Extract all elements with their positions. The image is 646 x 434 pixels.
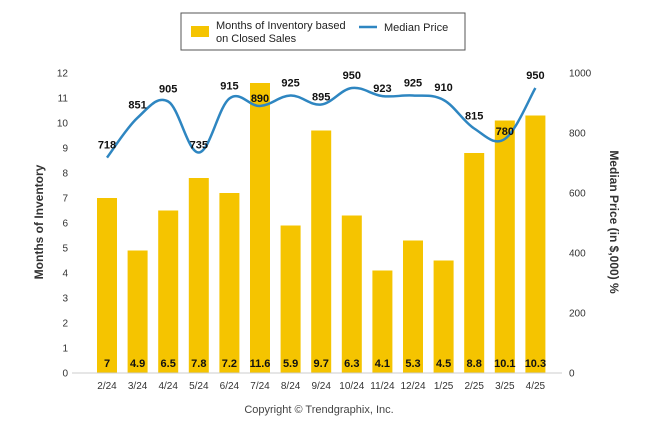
median-price-label: 925: [281, 78, 299, 90]
median-price-label: 815: [465, 111, 483, 123]
inventory-bar: [525, 115, 546, 373]
median-price-label: 910: [434, 82, 452, 94]
legend-bar-label-line1: Months of Inventory based: [216, 20, 346, 32]
x-tick-label: 4/24: [158, 381, 178, 392]
left-tick-label: 3: [62, 294, 68, 305]
median-price-label: 925: [404, 78, 422, 90]
left-tick-label: 1: [62, 344, 68, 355]
left-tick-label: 7: [62, 194, 68, 205]
left-axis-title: Months of Inventory: [32, 164, 46, 279]
inventory-bar-label: 6.3: [344, 358, 359, 370]
x-tick-label: 7/24: [250, 381, 270, 392]
inventory-bar: [464, 153, 485, 373]
left-tick-label: 2: [62, 319, 68, 330]
left-tick-label: 5: [62, 244, 68, 255]
left-tick-label: 8: [62, 169, 68, 180]
left-tick-label: 9: [62, 144, 68, 155]
inventory-bar: [280, 225, 301, 373]
median-price-label: 905: [159, 84, 177, 96]
x-tick-label: 12/24: [400, 381, 425, 392]
x-tick-label: 5/24: [189, 381, 209, 392]
legend-box: [180, 12, 466, 51]
legend: Months of Inventory based on Closed Sale…: [180, 12, 466, 51]
x-tick-label: 4/25: [526, 381, 546, 392]
inventory-bar: [494, 120, 515, 373]
price-line: [106, 86, 537, 159]
inventory-bar: [341, 215, 362, 373]
left-tick-label: 6: [62, 219, 68, 230]
median-price-label: 890: [251, 93, 269, 105]
median-price-label: 950: [343, 70, 361, 82]
left-tick-label: 12: [57, 69, 69, 80]
inventory-bar-label: 4.5: [436, 358, 451, 370]
x-tick-label: 3/24: [128, 381, 148, 392]
right-tick-label: 1000: [569, 69, 592, 80]
inventory-bar: [188, 178, 209, 373]
x-tick-label: 2/24: [97, 381, 117, 392]
right-tick-label: 0: [569, 369, 575, 380]
inventory-bar: [219, 193, 240, 373]
x-tick-label: 9/24: [311, 381, 331, 392]
inventory-bar: [127, 250, 148, 373]
x-axis-ticks: 2/24 3/24 4/24 5/24 6/24 7/24 8/24 9/24 10/24 11/…: [97, 381, 545, 392]
inventory-bar: [158, 210, 179, 373]
inventory-bar: [433, 260, 454, 373]
median-price-label: 851: [128, 100, 146, 112]
median-price-label: 915: [220, 81, 238, 93]
legend-bar-swatch: [191, 26, 209, 37]
right-tick-label: 800: [569, 129, 586, 140]
inventory-bar: [97, 198, 117, 373]
right-tick-label: 600: [569, 189, 586, 200]
x-tick-label: 2/25: [464, 381, 484, 392]
bars: [97, 83, 546, 373]
inventory-bar-label: 5.3: [405, 358, 420, 370]
price-labels: 718 851 905 735 915 890 925 895 950 923 925 910 815 7…: [98, 70, 545, 152]
inventory-bar-label: 7.2: [222, 358, 237, 370]
left-tick-label: 11: [58, 94, 69, 105]
median-price-label: 950: [526, 70, 544, 82]
legend-bar-label-line2: on Closed Sales: [216, 33, 297, 45]
inventory-bar-label: 6.5: [161, 358, 176, 370]
median-price-label: 780: [496, 126, 514, 138]
copyright-footer: Copyright © Trendgraphix, Inc.: [244, 404, 393, 416]
inventory-bar: [403, 240, 423, 373]
inventory-bar-label: 9.7: [314, 358, 329, 370]
left-tick-label: 4: [62, 269, 68, 280]
inventory-bar-label: 4.1: [375, 358, 390, 370]
left-tick-label: 0: [62, 369, 68, 380]
right-tick-label: 400: [569, 249, 586, 260]
median-price-label: 923: [373, 83, 391, 95]
inventory-bar-label: 4.9: [130, 358, 145, 370]
x-tick-label: 1/25: [434, 381, 454, 392]
x-tick-label: 8/24: [281, 381, 301, 392]
bar-labels: 7 4.9 6.5 7.8 7.2 11.6 5.9 9.7 6.3 4.1 5.3 4.5 8.8 10…: [104, 358, 546, 370]
right-tick-label: 200: [569, 309, 586, 320]
inventory-bar-label: 8.8: [467, 358, 482, 370]
median-price-line: [106, 86, 537, 159]
inventory-bar-label: 11.6: [250, 358, 271, 370]
legend-line-label: Median Price: [384, 22, 448, 34]
right-axis-ticks: 0 200 400 600 800 1000: [569, 69, 592, 380]
right-axis-title: Median Price (in $,000) %: [607, 150, 621, 294]
median-price-label: 895: [312, 92, 330, 104]
inventory-bar: [311, 130, 332, 373]
inventory-bar-label: 7.8: [191, 358, 206, 370]
left-tick-label: 10: [57, 119, 69, 130]
x-tick-label: 3/25: [495, 381, 515, 392]
inventory-bar-label: 7: [104, 358, 110, 370]
x-tick-label: 11/24: [370, 381, 395, 392]
inventory-bar-label: 10.1: [494, 358, 515, 370]
inventory-bar-label: 10.3: [525, 358, 546, 370]
inventory-bar: [250, 83, 270, 373]
x-tick-label: 10/24: [339, 381, 364, 392]
median-price-label: 735: [190, 140, 208, 152]
median-price-label: 718: [98, 140, 116, 152]
inventory-bar: [372, 270, 393, 373]
x-tick-label: 6/24: [220, 381, 240, 392]
inventory-bar-label: 5.9: [283, 358, 298, 370]
